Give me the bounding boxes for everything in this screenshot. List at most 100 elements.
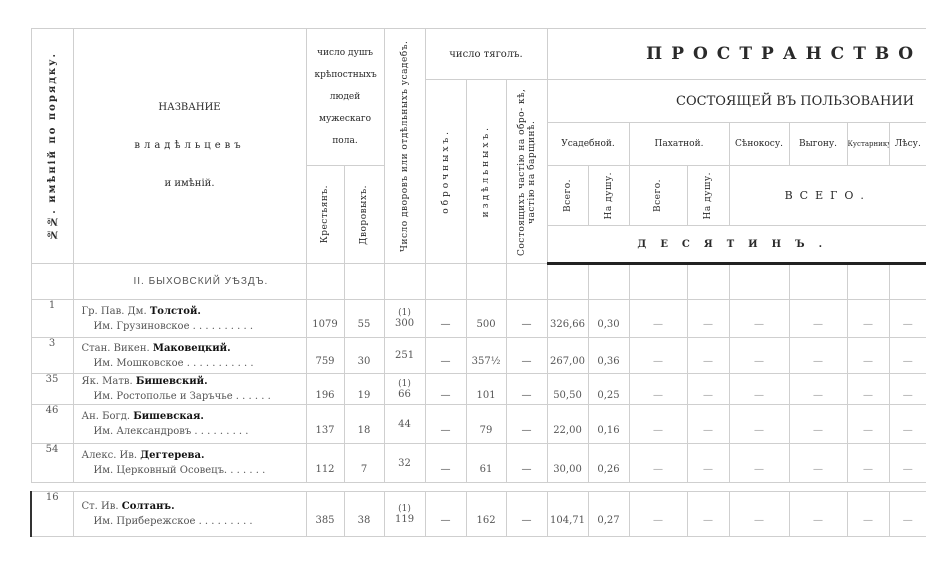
cell-land-5: — [888, 404, 927, 444]
owner-surname: Маковецкий. [152, 342, 231, 354]
cell-peasants: 112 [305, 443, 345, 483]
cell-house: 19 [343, 373, 385, 405]
cell-land-3: — [788, 337, 848, 374]
cell-mixed: — [505, 443, 548, 483]
owner-surname: Дегтерева. [140, 450, 205, 461]
owner-initials: Ст. Ив. [81, 501, 122, 512]
cell-mixed: — [505, 337, 548, 374]
cell-land-5: — [888, 337, 927, 374]
header-vsego: ВСЕГО. [728, 165, 927, 226]
cell-land-3: — [788, 299, 848, 338]
header-space-sub: СОСТОЯЩЕЙ ВЪ ПОЛЬЗОВАНИИ [546, 79, 927, 123]
cell-land-5: — [888, 299, 927, 338]
table-row: 54 Алекс. Ив. Дегтерева. Им. Церковный Осо… [30, 443, 927, 483]
owner: Як. Матв. Бишевский. [82, 375, 306, 390]
header-obrok: оброчныхъ. [424, 79, 467, 264]
estate-name: Им. Ростополье и Заръчье . . . . . . [93, 391, 271, 402]
cell-land-0: — [628, 337, 688, 374]
owner: Ст. Ив. Солтанъ. [82, 499, 306, 514]
district-title: II. БЫХОВСКИЙ УѢЗДЪ. [72, 263, 307, 300]
cell-land-0: — [628, 373, 688, 405]
header-households: Число дворовъ или отдѣльныхъ усадебъ. [383, 28, 426, 264]
header-les: Лѣсу. [888, 122, 927, 166]
row-number: 3 [30, 337, 74, 374]
cell-mixed: — [505, 299, 548, 338]
cell-izdel: 79 [465, 404, 507, 444]
households-value: 251 [394, 350, 415, 361]
cell-land-3: — [788, 491, 848, 537]
row-gap [31, 483, 926, 492]
table-row: 1 Гр. Пав. Дм. Толстой. Им. Грузиновское .… [30, 299, 927, 338]
cell-land-0: — [628, 443, 688, 483]
header-mixed: Состоящихъ частію на обро- кѣ, частію на… [505, 79, 548, 264]
owner-initials: Стан. Викен. [81, 342, 153, 354]
row-number: 54 [30, 443, 74, 483]
cell-households: (1) 300 [383, 299, 426, 338]
households-value: 32 [398, 457, 411, 469]
footnote-mark: (1) [398, 378, 411, 389]
owner: Стан. Викен. Маковецкий. [82, 341, 306, 356]
owner-name: Ан. Богд. Бишевская. Им. Александровъ . .… [72, 404, 307, 444]
cell-usad-per: 0,16 [587, 404, 630, 444]
cell-obrok: — [424, 299, 467, 338]
cell-usad-total: 50,50 [546, 373, 589, 405]
cell-usad-total: 267,00 [546, 337, 589, 374]
cell-land-4: — [846, 337, 890, 374]
cell-obrok: — [424, 404, 467, 444]
name-sub2: и имѣній. [164, 178, 215, 189]
estate-name: Им. Прибережское . . . . . . . . . [93, 516, 253, 527]
cell-peasants: 1079 [305, 299, 345, 338]
cell-land-1: — [686, 491, 730, 537]
cell-peasants: 385 [305, 491, 345, 537]
row-number: 46 [30, 404, 74, 444]
cell-house: 55 [343, 299, 385, 338]
owner-surname: Бишевский. [135, 376, 208, 387]
cell-households: 44 [383, 404, 426, 444]
name-sub1: владѣльцевъ [134, 140, 245, 151]
cell-land-3: — [788, 404, 848, 444]
header-number: №№. имѣній по порядку. [30, 28, 74, 264]
cell-house: 18 [343, 404, 385, 444]
owner-surname: Толстой. [149, 305, 201, 317]
header-izdel: издѣльныхъ. [465, 79, 507, 264]
header-name: НАЗВАНИЕ владѣльцевъ и имѣній. [72, 28, 307, 264]
cell-house: 7 [343, 443, 385, 483]
header-usad-total: Всего. [546, 165, 589, 226]
households-value: 44 [398, 418, 411, 430]
header-pahat-per: На душу. [686, 165, 730, 226]
owner-initials: Алекс. Ив. [81, 450, 141, 461]
cell-obrok: — [424, 337, 467, 374]
cell-usad-per: 0,30 [587, 299, 630, 338]
estate-name: Им. Мошковское . . . . . . . . . . . [93, 357, 254, 369]
cell-usad-per: 0,36 [587, 337, 630, 374]
table-body: II. БЫХОВСКИЙ УѢЗДЪ. 1 Гр. Пав. Дм. Толст… [30, 263, 927, 537]
owner-name: Як. Матв. Бишевский. Им. Ростополье и Зар… [72, 373, 307, 405]
cell-land-5: — [888, 443, 927, 483]
owner-initials: Гр. Пав. Дм. [81, 305, 150, 317]
cell-land-5: — [888, 491, 927, 537]
estate-name: Им. Грузиновское . . . . . . . . . . [93, 320, 254, 332]
cell-izdel: 162 [465, 491, 507, 537]
cell-izdel: 357½ [465, 337, 507, 374]
owner-initials: Ан. Богд. [81, 411, 134, 422]
header-usad-per: На душу. [587, 165, 630, 226]
table-header: №№. имѣній по порядку. НАЗВАНИЕ владѣльц… [30, 28, 927, 265]
estate-name: Им. Александровъ . . . . . . . . . [93, 426, 249, 437]
table-row: 16 Ст. Ив. Солтанъ. Им. Прибережское . . .… [30, 491, 927, 537]
header-vygon: Выгону. [788, 122, 848, 166]
cell-izdel: 101 [465, 373, 507, 405]
cell-usad-per: 0,26 [587, 443, 630, 483]
cell-peasants: 196 [305, 373, 345, 405]
cell-izdel: 500 [465, 299, 507, 338]
cell-izdel: 61 [465, 443, 507, 483]
cell-land-2: — [728, 299, 790, 338]
cell-land-1: — [686, 404, 730, 444]
cell-land-3: — [788, 373, 848, 405]
cell-land-0: — [628, 404, 688, 444]
row-number: 35 [30, 373, 74, 405]
owner-name: Алекс. Ив. Дегтерева. Им. Церковный Осове… [72, 443, 307, 483]
cell-land-1: — [686, 373, 730, 405]
table-row: 35 Як. Матв. Бишевский. Им. Ростополье и З… [30, 373, 927, 405]
cell-peasants: 759 [305, 337, 345, 374]
cell-mixed: — [505, 373, 548, 405]
